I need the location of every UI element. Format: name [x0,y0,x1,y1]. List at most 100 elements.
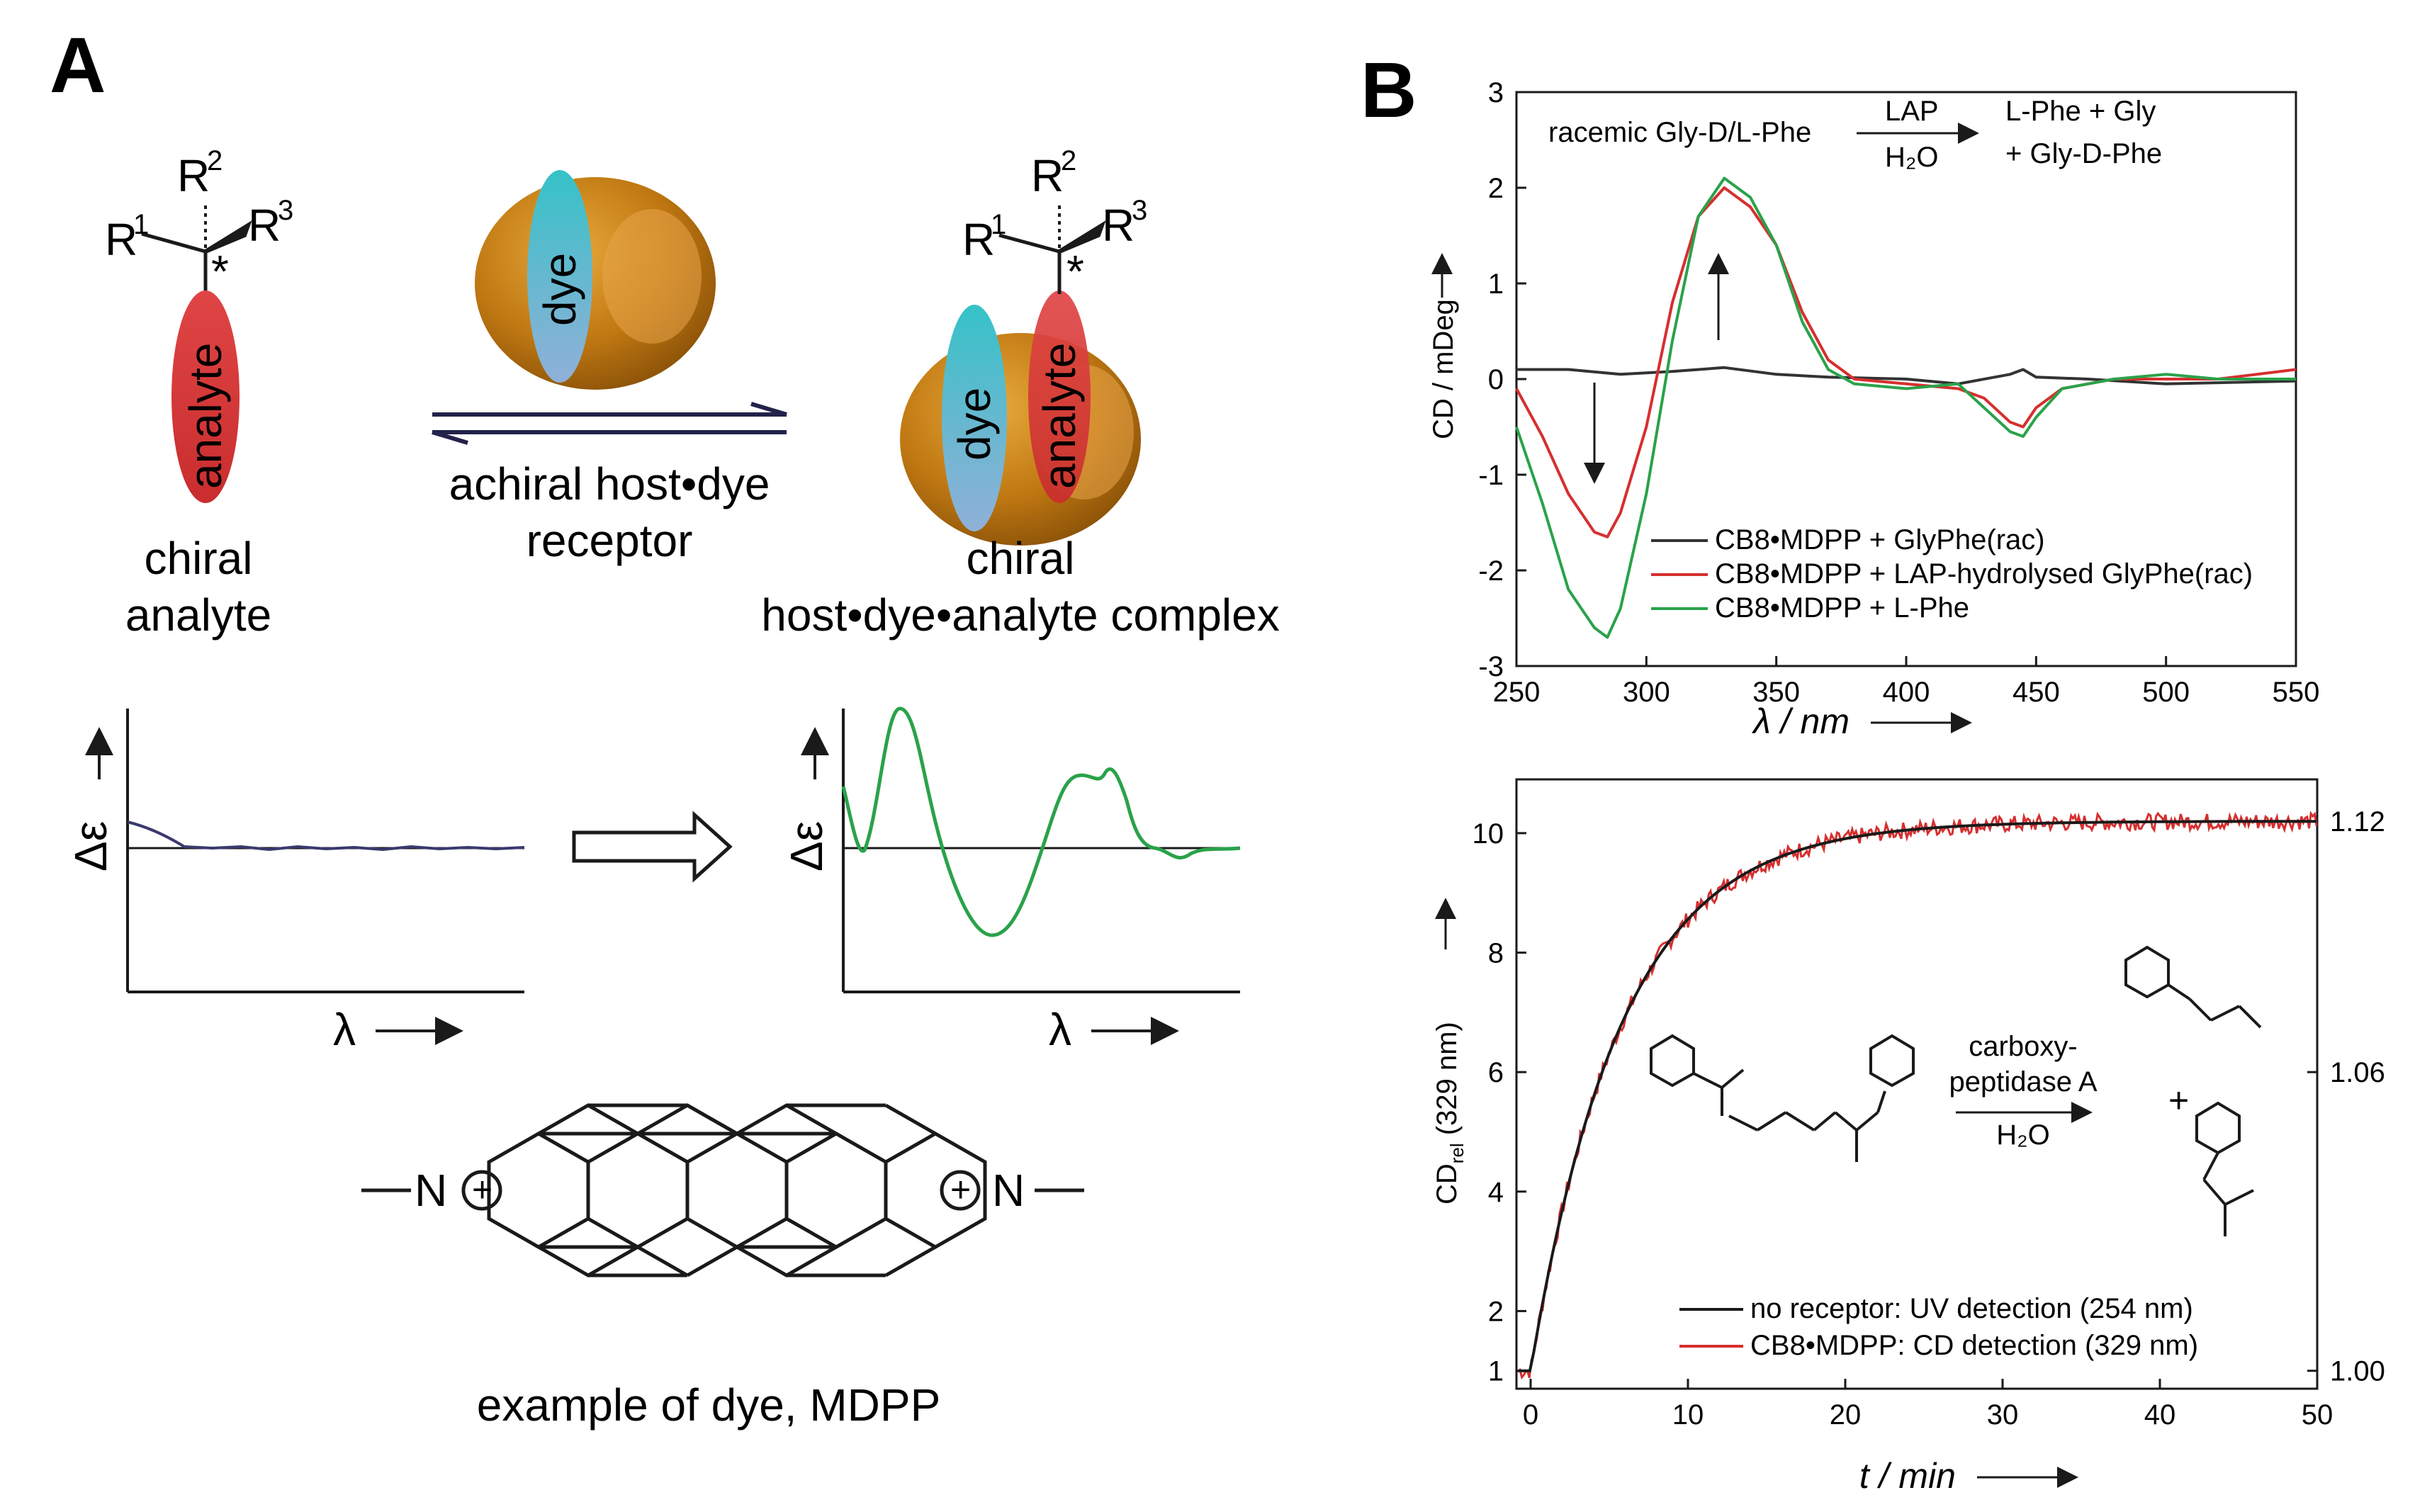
top-x-tick-label: 400 [1883,677,1930,708]
host-dye-receptor-figure: dye achiral host•dye receptor [432,170,787,566]
top-enzyme: LAP [1885,96,1939,127]
complex-caption-l1: chiral [967,533,1075,584]
receptor-caption-l2: receptor [527,515,693,566]
bottom-chart-frame [1515,778,2319,1390]
bottom-legend-label: no receptor: UV detection (254 nm) [1750,1293,2193,1324]
cd-plot-analyte-line [127,820,525,852]
bottom-x-tick-label: 50 [2302,1399,2334,1431]
top-x-tick-label: 300 [1623,677,1670,708]
stereocenter-star: * [211,246,229,297]
analyte-ellipse [171,290,240,503]
panel-a-letter: A [50,22,106,109]
top-y-tick-label: 0 [1488,364,1504,395]
top-y-tick-label: -3 [1478,651,1504,682]
bottom-right-tick-label: 1.12 [2330,806,2385,837]
chiral-analyte-caption-l1: chiral [145,533,253,584]
complex-r2-label: R [1031,150,1064,201]
complex-r1-sup: 1 [991,209,1006,240]
cd-plot-analyte-ylabel: Δε [65,821,116,871]
top-series-line-2 [1515,186,2297,538]
cpa-enzyme-l2: peptidase A [1949,1066,2097,1098]
mdpp-n-right: N [992,1165,1025,1216]
r2-sup: 2 [207,145,223,176]
top-x-tick-label: 350 [1752,677,1800,708]
r3-label: R [248,200,281,251]
cd-plot-complex-xlabel: λ [1049,1004,1071,1055]
top-x-tick-label: 500 [2142,677,2190,708]
bottom-right-tick-label: 1.06 [2330,1057,2385,1088]
bottom-chart-ylabel: CDrel (329 nm) [1431,1022,1468,1204]
mdpp-plus-right: + [950,1170,971,1209]
bottom-x-tick-label: 20 [1830,1399,1862,1431]
top-x-tick-label: 250 [1493,677,1541,708]
bottom-x-tick-label: 30 [1987,1399,2019,1431]
dye-ellipse [527,170,592,383]
complex-figure: dye analyte R 1 R 2 R 3 * chiral host•dy… [761,145,1279,641]
bottom-series-line-uv [1518,820,2316,1372]
top-product-l1: L-Phe + Gly [2005,96,2156,127]
bottom-chart-legend: no receptor: UV detection (254 nm) CB8•MD… [1679,1293,2198,1361]
top-y-tick-label: 1 [1488,269,1504,300]
bottom-y-tick-label: 1 [1488,1356,1504,1387]
cd-plot-analyte-xlabel: λ [333,1004,356,1055]
receptor-caption-l1: achiral host•dye [449,458,770,509]
top-chart-ylabel: CD / mDeg [1428,299,1459,439]
complex-r2-sup: 2 [1061,145,1076,176]
complex-r3-sup: 3 [1132,195,1147,226]
r2-label: R [177,150,210,201]
complex-analyte-ellipse [1028,290,1091,503]
top-series-line-3 [1515,176,2296,639]
hollow-arrow-icon [572,811,733,883]
complex-r1-label: R [962,214,995,265]
cd-plot-complex-line [841,706,1241,937]
complex-caption-l2: host•dye•analyte complex [761,589,1279,641]
bottom-chart-xlabel: t / min [1859,1456,1956,1496]
bottom-x-tick-label: 10 [1672,1399,1704,1431]
cpa-enzyme-l1: carboxy- [1969,1031,2077,1062]
top-solvent: H₂O [1885,142,1939,173]
top-reactant: racemic Gly-D/L-Phe [1548,117,1811,148]
top-series-line-1 [1516,366,2297,385]
cpa-plus: + [2168,1081,2189,1120]
complex-dye-label: dye [949,388,1000,461]
bottom-x-tick-label: 40 [2144,1399,2176,1431]
top-product-l2: + Gly-D-Phe [2005,138,2162,169]
complex-r3-label: R [1102,200,1135,251]
cd-plot-analyte: Δε λ [65,709,525,1055]
bottom-y-tick-label: 2 [1488,1296,1504,1327]
top-y-tick-label: 3 [1488,77,1504,108]
top-legend-label: CB8•MDPP + L-Phe [1715,592,1969,624]
bottom-legend-label: CB8•MDPP: CD detection (329 nm) [1750,1330,2198,1361]
r1-sup: 1 [133,209,149,240]
mdpp-n-left: N [415,1165,447,1216]
panel-b-letter: B [1361,47,1417,134]
cpa-solvent: H₂O [1996,1119,2050,1151]
bottom-y-tick-label: 10 [1473,818,1504,850]
r3-sup: 3 [278,195,293,226]
dye-ellipse-label: dye [534,253,585,326]
top-chart-xlabel: λ / nm [1751,701,1850,741]
bottom-right-tick-label: 1.00 [2330,1356,2385,1387]
top-legend-label: CB8•MDPP + LAP-hydrolysed GlyPhe(rac) [1715,558,2253,589]
bottom-kinetics-chart: 0 10 20 30 40 50 10 8 6 4 2 1 1.12 1.06 1.00 CDrel (32… [1431,778,2385,1496]
mdpp-structure [361,1103,1084,1277]
mdpp-plus-left: + [472,1170,492,1209]
top-chart-legend: CB8•MDPP + GlyPhe(rac)CB8•MDPP + LAP-hyd… [1651,524,2253,624]
top-y-tick-label: -1 [1478,460,1504,491]
bottom-y-tick-label: 6 [1488,1057,1504,1088]
complex-star: * [1066,246,1084,297]
bottom-y-tick-label: 4 [1488,1177,1504,1208]
bottom-x-tick-label: 0 [1523,1399,1538,1431]
chiral-analyte-caption-l2: analyte [125,589,271,641]
bottom-y-tick-label: 8 [1488,938,1504,969]
analyte-ellipse-label: analyte [180,343,231,489]
cd-plot-complex-ylabel: Δε [781,821,832,871]
top-cd-chart: 250 300 350 400 450 500 550 3 2 1 0 -1 -2 -3 CD / mDe… [1428,77,2319,741]
top-y-tick-label: 2 [1488,173,1504,204]
chiral-analyte-figure: R 1 R 2 R 3 * analyte chiral analyte [105,145,293,641]
top-x-tick-label: 550 [2273,677,2320,708]
r1-label: R [105,214,137,265]
complex-analyte-label: analyte [1034,343,1085,489]
